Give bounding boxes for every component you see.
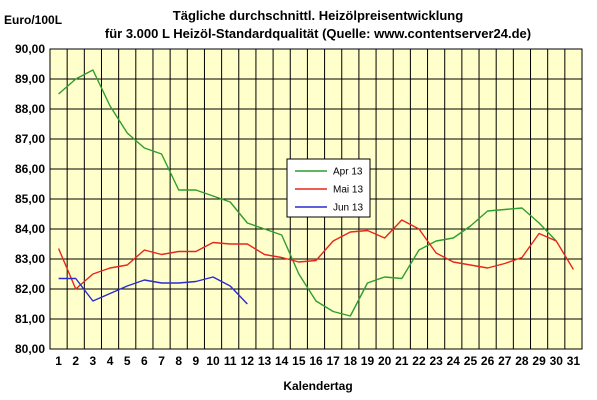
x-tick-label: 21: [395, 354, 409, 368]
x-tick-label: 11: [224, 354, 237, 368]
series-lines: [57, 69, 575, 317]
legend-label: Mai 13: [333, 185, 363, 196]
x-tick-label: 2: [72, 354, 79, 368]
x-tick-label: 7: [158, 354, 165, 368]
x-tick-label: 30: [550, 354, 564, 368]
x-tick-label: 27: [498, 354, 512, 368]
x-tick-label: 22: [412, 354, 426, 368]
y-tick-label: 81,00: [15, 312, 45, 326]
x-tick-label: 10: [206, 354, 220, 368]
x-tick-label: 3: [90, 354, 97, 368]
y-tick-label: 83,00: [15, 252, 45, 266]
y-tick-label: 82,00: [15, 282, 45, 296]
y-tick-label: 85,00: [15, 192, 45, 206]
y-tick-label: 89,00: [15, 72, 45, 86]
x-tick-label: 15: [292, 354, 306, 368]
x-tick-labels: 1 2 3 4 5 6 7 8 9 10 11 12 13 14 15 16 17 18 19 20 21 22 23 24 2…: [55, 354, 580, 368]
y-tick-label: 80,00: [15, 342, 45, 356]
legend-label: Apr 13: [333, 167, 363, 178]
x-tick-label: 8: [175, 354, 182, 368]
x-tick-label: 12: [241, 354, 255, 368]
x-tick-label: 9: [193, 354, 200, 368]
x-tick-label: 19: [361, 354, 375, 368]
x-tick-label: 18: [344, 354, 358, 368]
x-tick-label: 17: [326, 354, 340, 368]
chart-title-line-2: für 3.000 L Heizöl-Standardqualität (Que…: [105, 26, 531, 41]
y-tick-label: 90,00: [15, 42, 45, 56]
x-tick-label: 5: [124, 354, 131, 368]
x-tick-label: 16: [309, 354, 323, 368]
y-tick-labels: 80,00 81,00 82,00 83,00 84,00 85,00 86,00 87,00…: [15, 42, 45, 356]
gridlines: [50, 48, 582, 350]
x-tick-label: 6: [141, 354, 148, 368]
chart-title-line-1: Tägliche durchschnittl. Heizölpreisentwi…: [173, 8, 463, 23]
x-tick-label: 13: [258, 354, 272, 368]
x-tick-label: 31: [567, 354, 581, 368]
y-tick-label: 88,00: [15, 102, 45, 116]
series-line-mai-13: [57, 219, 575, 290]
x-tick-label: 29: [532, 354, 546, 368]
x-axis-label: Kalendertag: [283, 379, 352, 393]
x-tick-label: 25: [464, 354, 478, 368]
y-axis-label: Euro/100L: [4, 13, 62, 27]
x-tick-label: 20: [378, 354, 392, 368]
x-tick-label: 14: [275, 354, 289, 368]
legend: Apr 13 Mai 13 Jun 13: [286, 158, 371, 218]
x-tick-label: 24: [447, 354, 461, 368]
legend-label: Jun 13: [333, 203, 363, 214]
series-line-apr-13: [58, 69, 557, 317]
x-tick-label: 28: [515, 354, 529, 368]
y-tick-label: 87,00: [15, 132, 45, 146]
x-tick-label: 1: [55, 354, 62, 368]
x-tick-label: 23: [429, 354, 443, 368]
y-tick-label: 86,00: [15, 162, 45, 176]
x-tick-label: 26: [481, 354, 495, 368]
series-line-jun-13: [58, 276, 248, 305]
y-tick-label: 84,00: [15, 222, 45, 236]
x-tick-label: 4: [107, 354, 114, 368]
